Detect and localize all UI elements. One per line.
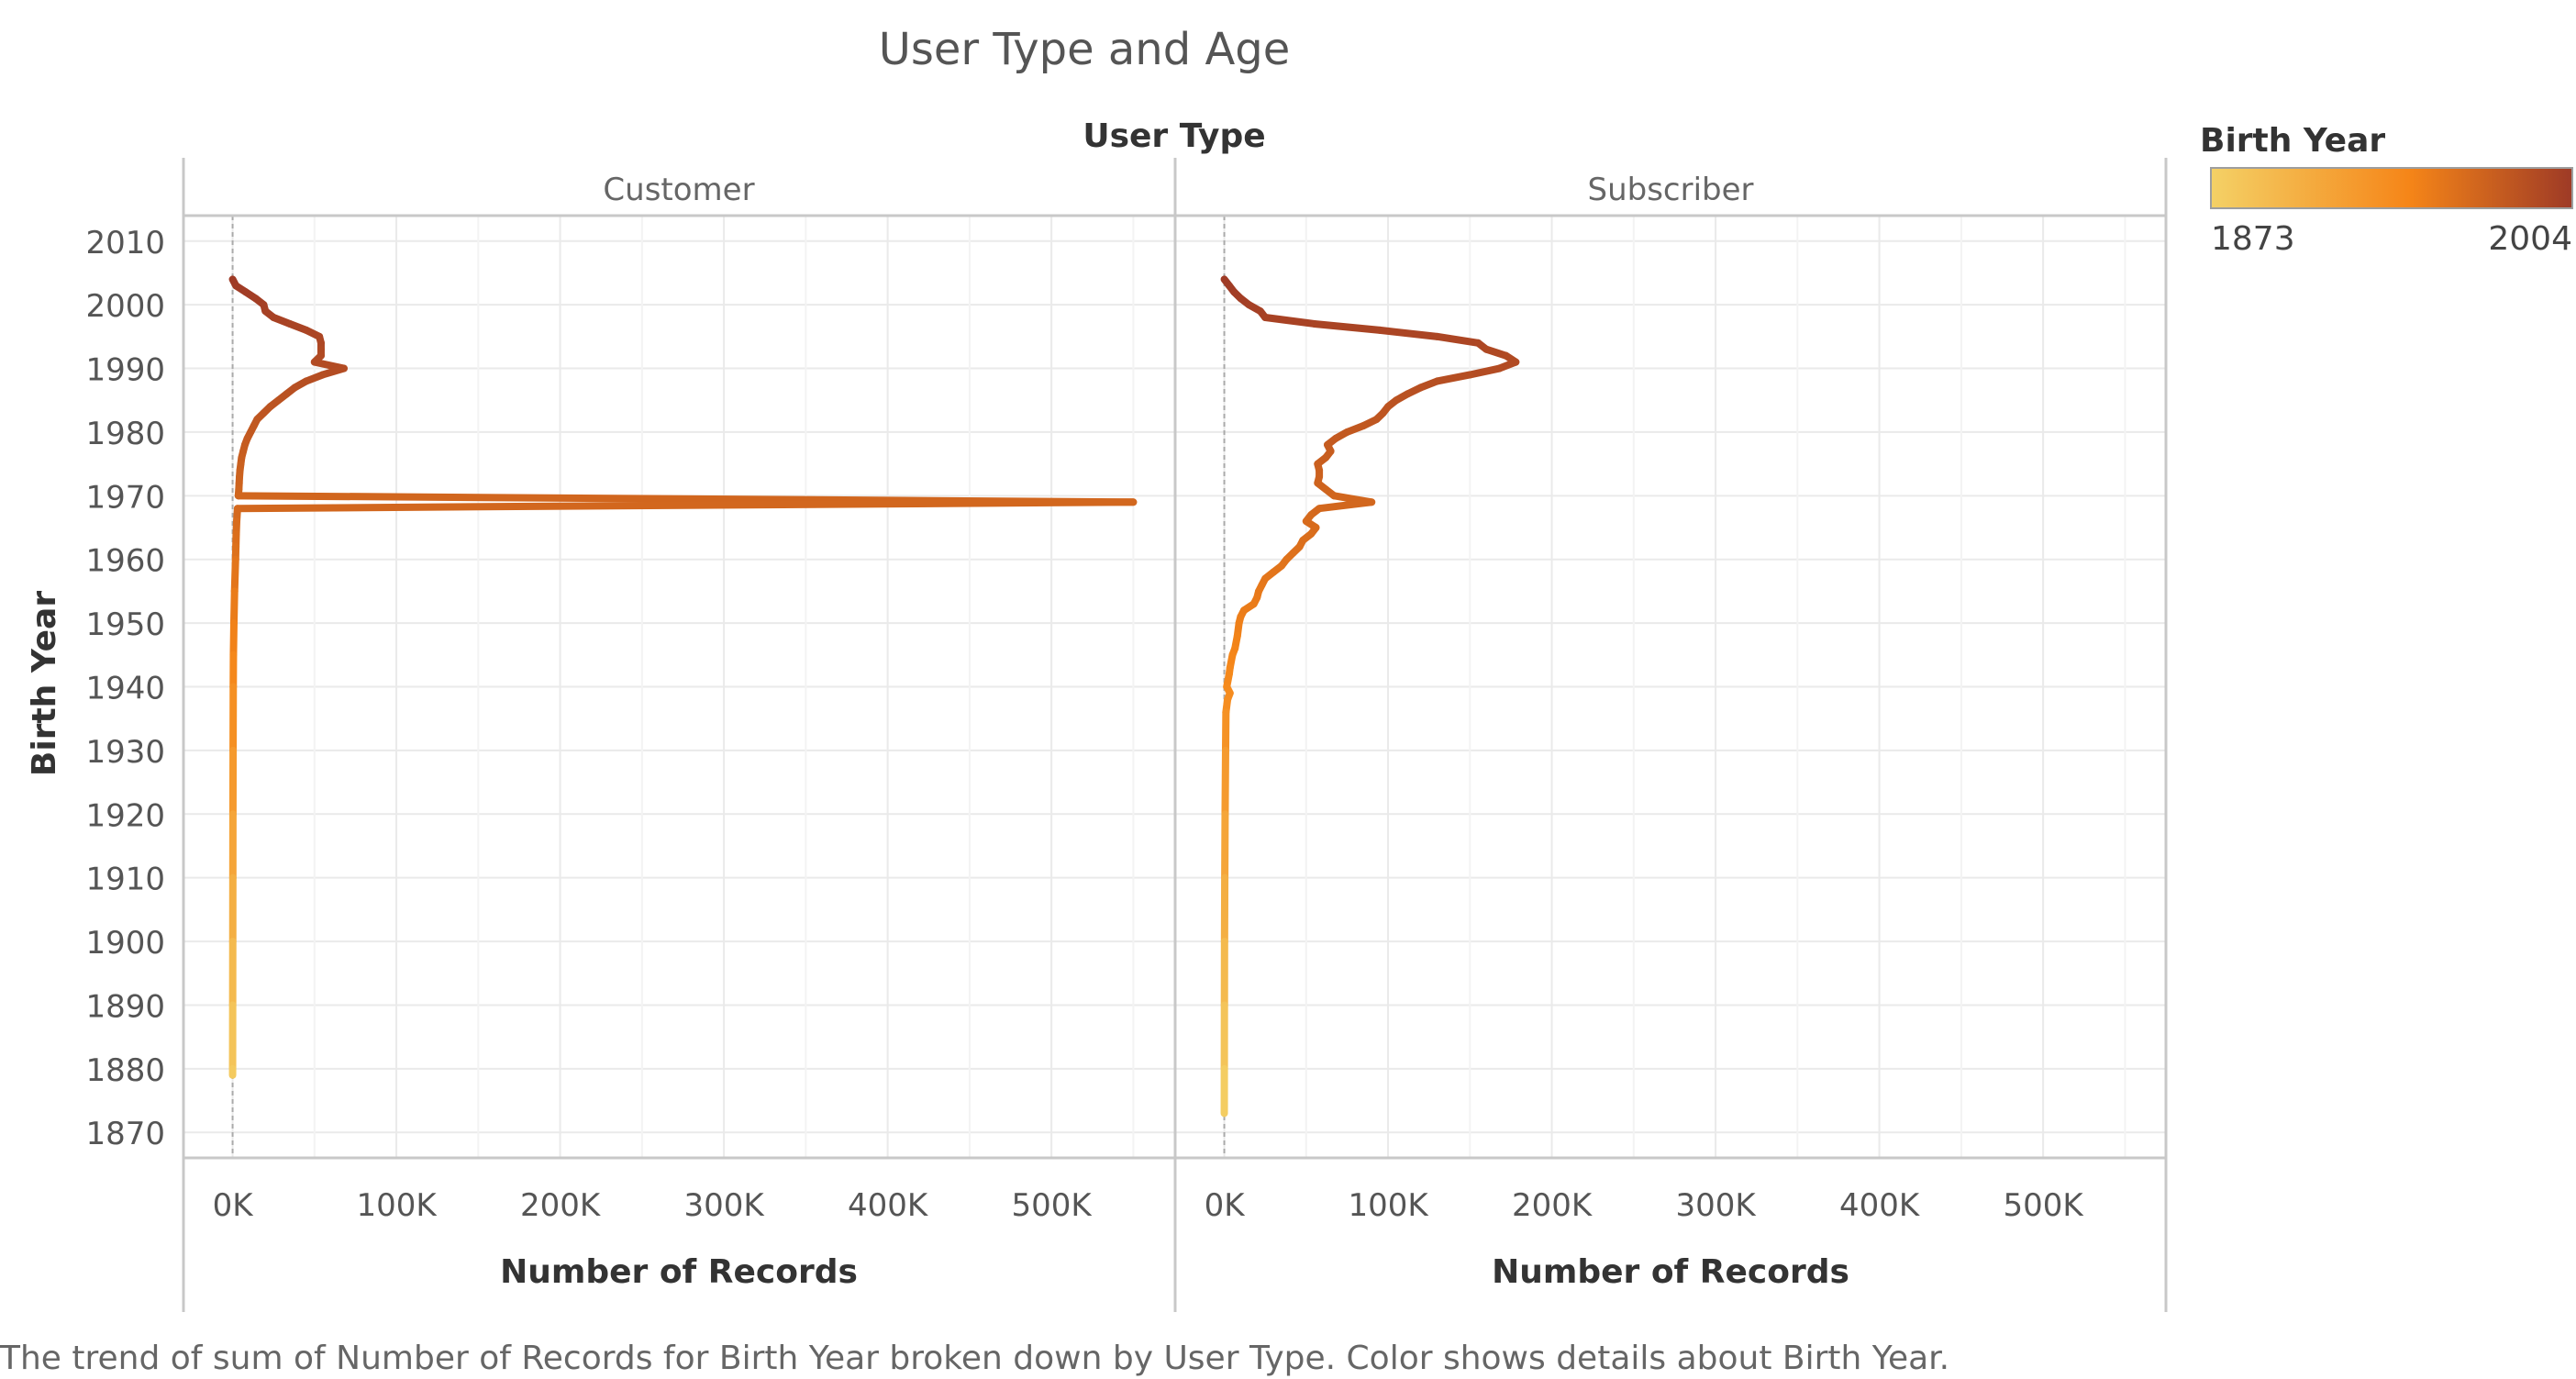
line-segment	[318, 364, 348, 379]
panel-header: Subscriber	[1587, 172, 1753, 208]
x-tick-label: 500K	[1012, 1187, 1094, 1224]
x-tick-label: 500K	[2004, 1187, 2085, 1224]
panel-frame	[182, 158, 2168, 1312]
line-segment	[1376, 326, 1441, 340]
x-tick-label: 200K	[520, 1187, 602, 1224]
panel-subscriber: Subscriber 0K 100K 200K 300K 400K 500K Number o…	[1175, 172, 2166, 1291]
y-tick-label: 1960	[85, 543, 165, 580]
line-segment	[1310, 319, 1384, 334]
legend-max-label: 2004	[2488, 220, 2572, 258]
x-tick-label: 200K	[1512, 1187, 1593, 1224]
panels-layer: 1870 1880 1890 1900 1910 1920 1930 1940 1950 1960…	[85, 158, 2168, 1312]
line-segment	[1261, 314, 1318, 328]
line-segment	[1316, 498, 1376, 513]
line-segment	[1466, 364, 1504, 379]
line-segment	[229, 619, 238, 659]
legend-title: Birth Year	[2200, 122, 2385, 160]
y-tick-label: 1870	[85, 1116, 165, 1152]
line-segment	[1433, 332, 1482, 347]
x-tick-label: 100K	[1348, 1187, 1429, 1224]
x-axis-title: Number of Records	[500, 1253, 858, 1291]
y-axis-title: Birth Year	[26, 591, 63, 776]
caption: The trend of sum of Number of Records fo…	[0, 1340, 1949, 1377]
legend-gradient-bar	[2210, 167, 2573, 209]
y-tick-label: 1940	[85, 671, 165, 707]
y-tick-label: 1910	[85, 862, 165, 898]
y-tick-label: 1890	[85, 988, 165, 1025]
x-tick-label: 400K	[1839, 1187, 1921, 1224]
x-tick-label: 300K	[683, 1187, 765, 1224]
y-tick-label: 1900	[85, 925, 165, 962]
x-tick-label: 0K	[213, 1187, 255, 1224]
y-tick-label: 2000	[85, 288, 165, 325]
legend: Birth Year 1873 2004	[2200, 122, 2573, 258]
y-tick-label: 1990	[85, 352, 165, 389]
x-tick-label: 100K	[356, 1187, 438, 1224]
facet-header: User Type	[1083, 117, 1265, 155]
y-tick-label: 1930	[85, 734, 165, 771]
line-segment	[230, 555, 239, 595]
x-tick-label: 300K	[1675, 1187, 1757, 1224]
series-customer	[228, 275, 1138, 1079]
panel-header: Customer	[603, 172, 754, 208]
legend-min-label: 1873	[2211, 220, 2295, 258]
y-tick-label: 1980	[85, 416, 165, 452]
y-tick-label: 1880	[85, 1052, 165, 1089]
y-tick-label: 1970	[85, 479, 165, 516]
series-subscriber	[1220, 275, 1520, 1118]
line-segment	[233, 498, 1138, 513]
line-segment	[229, 587, 239, 628]
y-tick-label: 1920	[85, 797, 165, 834]
panel-customer: Customer 0K 100K 200K 300K 400K 500K Number of …	[183, 172, 1174, 1291]
chart-title: User Type and Age	[879, 24, 1291, 75]
x-axis-title: Number of Records	[1492, 1253, 1849, 1291]
line-segment	[1433, 371, 1474, 385]
y-tick-label: 2010	[85, 225, 165, 261]
y-tick-label: 1950	[85, 606, 165, 643]
x-tick-label: 400K	[848, 1187, 929, 1224]
line-segment	[1221, 746, 1229, 818]
x-tick-label: 0K	[1205, 1187, 1247, 1224]
